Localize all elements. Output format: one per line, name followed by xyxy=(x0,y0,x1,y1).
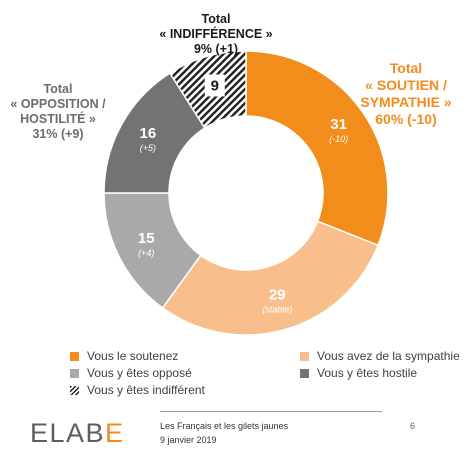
legend-swatch xyxy=(70,352,79,361)
slice-1 xyxy=(161,220,380,336)
legend-label: Vous y êtes indifférent xyxy=(87,383,205,397)
logo-main: ELAB xyxy=(30,418,106,448)
slice-value-2: 15 xyxy=(138,230,155,247)
slice-value-3: 16 xyxy=(140,125,157,142)
legend-swatch xyxy=(300,352,309,361)
legend-swatch xyxy=(70,386,79,395)
soutien-line2: « SOUTIEN / xyxy=(365,77,447,93)
slice-change-3: (+5) xyxy=(140,143,156,153)
slice-value-0: 31 xyxy=(330,116,347,133)
soutien-line4: 60% (-10) xyxy=(375,111,437,127)
slice-label-box-4 xyxy=(204,74,225,97)
opposition-line4: 31% (+9) xyxy=(32,127,84,141)
soutien-line3: SYMPATHIE » xyxy=(360,94,452,110)
soutien-line1: Total xyxy=(389,60,423,76)
indifference-total-label: Total « INDIFFÉRENCE » 9% (+1) xyxy=(146,12,286,57)
legend-label: Vous avez de la sympathie xyxy=(317,349,460,363)
legend-item-hostile: Vous y êtes hostile xyxy=(300,365,417,381)
footer-title: Les Français et les gilets jaunes xyxy=(160,421,289,431)
opposition-line2: « OPPOSITION / xyxy=(10,97,106,111)
indifference-line1: Total xyxy=(201,12,231,26)
donut-chart: 31(-10) 29(stable) 15(+4) 16(+5) 9 xyxy=(103,50,389,336)
legend-item-indifferent: Vous y êtes indifférent xyxy=(70,382,205,398)
elabe-logo: ELABE xyxy=(30,418,125,449)
slice-change-0: (-10) xyxy=(329,134,348,144)
legend-item-sympathie: Vous avez de la sympathie xyxy=(300,348,460,364)
indifference-line2: « INDIFFÉRENCE » xyxy=(159,27,273,41)
opposition-total-label: Total « OPPOSITION / HOSTILITÉ » 31% (+9… xyxy=(2,82,114,142)
slice-change-1: (stable) xyxy=(262,305,292,315)
legend-item-soutenez: Vous le soutenez xyxy=(70,348,178,364)
legend-label: Vous le soutenez xyxy=(87,349,179,363)
legend-label: Vous y êtes opposé xyxy=(87,366,192,380)
slice-value-4: 9 xyxy=(211,77,219,94)
slice-value-1: 29 xyxy=(269,287,286,304)
legend-swatch xyxy=(300,369,309,378)
slice-0 xyxy=(245,50,389,247)
legend-item-oppose: Vous y êtes opposé xyxy=(70,365,192,381)
footer-caption: Les Français et les gilets jaunes 9 janv… xyxy=(160,419,288,447)
soutien-total-label: Total « SOUTIEN / SYMPATHIE » 60% (-10) xyxy=(338,60,474,128)
opposition-line1: Total xyxy=(43,82,73,96)
indifference-line3: 9% (+1) xyxy=(193,42,239,56)
legend-swatch xyxy=(70,369,79,378)
opposition-line3: HOSTILITÉ » xyxy=(20,112,96,126)
footer-date: 9 janvier 2019 xyxy=(160,435,217,445)
slice-change-2: (+4) xyxy=(138,248,154,258)
footer-divider xyxy=(160,411,382,412)
legend-label: Vous y êtes hostile xyxy=(317,366,418,380)
page-number: 6 xyxy=(410,421,416,431)
logo-accent: E xyxy=(105,418,125,448)
